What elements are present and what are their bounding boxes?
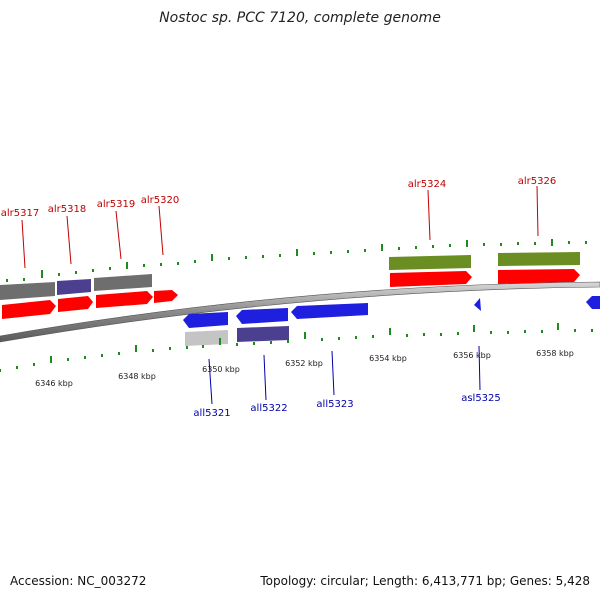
cds-arrow-all5323 xyxy=(291,303,368,319)
forward-cds-track xyxy=(2,269,580,319)
accession-label: Accession: NC_003272 xyxy=(10,574,147,588)
gene-label-all5321: all5321 xyxy=(193,408,230,419)
map-title: Nostoc sp. PCC 7120, complete genome xyxy=(159,10,441,26)
forward-cog-track xyxy=(0,252,580,300)
reverse-gene-labels: all5321 all5322 all5323 asl5325 xyxy=(193,393,500,419)
topology-label: Topology: circular; Length: 6,413,771 bp… xyxy=(260,574,590,588)
cds-arrow-all5322 xyxy=(236,308,288,324)
cds-arrow-alr5320 xyxy=(154,290,178,303)
cog-block-alr5318 xyxy=(57,279,91,295)
scale-label-6354: 6354 kbp xyxy=(369,354,407,363)
cds-arrow-alr5319 xyxy=(96,291,153,308)
forward-gene-labels: alr5317 alr5318 alr5319 alr5320 alr5324 … xyxy=(1,176,556,219)
scale-label-6346: 6346 kbp xyxy=(35,379,73,388)
cds-arrow-asl5325 xyxy=(474,298,481,311)
scale-label-6356: 6356 kbp xyxy=(453,351,491,360)
reverse-cds-track xyxy=(183,296,600,328)
reverse-cog-track xyxy=(185,326,289,346)
gene-label-alr5319: alr5319 xyxy=(97,199,135,210)
scale-label-6350: 6350 kbp xyxy=(202,365,240,374)
gene-label-alr5320: alr5320 xyxy=(141,195,179,206)
gene-label-alr5326: alr5326 xyxy=(518,176,556,187)
cog-block-all5321 xyxy=(185,330,228,346)
cog-block-alr5324 xyxy=(389,255,471,270)
gene-label-alr5324: alr5324 xyxy=(408,179,446,190)
cog-block-alr5317 xyxy=(0,282,55,300)
upper-tick-row xyxy=(6,239,587,282)
cds-arrow-alr5317 xyxy=(2,300,56,319)
forward-label-leaders xyxy=(21,185,539,269)
reverse-label-leaders xyxy=(208,345,481,405)
gene-label-asl5325: asl5325 xyxy=(461,393,501,404)
gene-label-all5323: all5323 xyxy=(316,399,353,410)
scale-label-6348: 6348 kbp xyxy=(118,372,156,381)
lower-tick-row xyxy=(0,323,593,372)
cog-block-alr5326 xyxy=(498,252,580,266)
cds-arrow-all5321 xyxy=(183,312,228,328)
cds-arrow-alr5324 xyxy=(390,271,472,287)
gene-label-alr5318: alr5318 xyxy=(48,204,86,215)
scale-label-6358: 6358 kbp xyxy=(536,349,574,358)
scale-label-6352: 6352 kbp xyxy=(285,359,323,368)
cds-arrow-alr5318 xyxy=(58,296,93,312)
cog-block-all5322 xyxy=(237,326,289,342)
scale-labels: 6346 kbp 6348 kbp 6350 kbp 6352 kbp 6354… xyxy=(35,349,574,388)
gene-label-all5322: all5322 xyxy=(250,403,287,414)
genome-backbone xyxy=(0,281,600,343)
cds-arrow-edge xyxy=(586,296,600,309)
cog-block-alr5319 xyxy=(94,274,152,291)
cds-arrow-alr5326 xyxy=(498,269,580,284)
gene-label-alr5317: alr5317 xyxy=(1,208,39,219)
